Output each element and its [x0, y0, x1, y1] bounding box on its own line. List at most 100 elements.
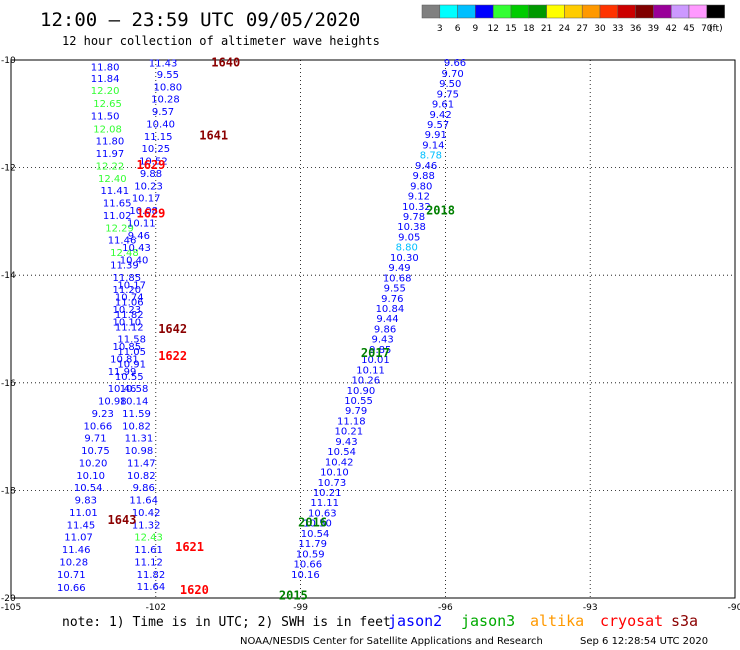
- colorbar-label: 21: [541, 24, 552, 34]
- wave-height-point: 11.97: [96, 149, 125, 160]
- wave-height-point: 9.86: [133, 483, 155, 494]
- wave-height-point: 9.50: [439, 79, 461, 90]
- wave-height-point: 10.71: [57, 570, 86, 581]
- wave-height-point: 11.64: [129, 496, 158, 507]
- wave-height-point: 10.58: [120, 384, 149, 395]
- colorbar-label: 33: [612, 24, 623, 34]
- wave-height-point: 10.54: [74, 483, 103, 494]
- wave-height-point: 10.10: [113, 317, 142, 328]
- wave-height-point: 11.79: [298, 539, 327, 550]
- wave-height-point: 9.46: [128, 231, 150, 242]
- wave-height-point: 10.25: [141, 144, 170, 155]
- wave-height-point: 10.98: [98, 397, 127, 408]
- footer-credit: NOAA/NESDIS Center for Satellite Applica…: [240, 636, 543, 647]
- colorbar-label: 6: [455, 24, 461, 34]
- wave-height-point: 10.17: [117, 280, 146, 291]
- pass-number-label: 1642: [158, 322, 187, 336]
- colorbar-swatch: [688, 4, 708, 19]
- wave-height-point: 11.50: [91, 111, 120, 122]
- colorbar-swatch: [475, 4, 494, 19]
- wave-height-point: 10.73: [318, 478, 347, 489]
- wave-height-point: 10.84: [376, 304, 405, 315]
- wave-height-point: 11.06: [115, 298, 144, 309]
- wave-height-point: 10.90: [347, 386, 376, 397]
- pass-number-label: 1643: [108, 513, 137, 527]
- wave-height-point: 9.70: [442, 69, 464, 80]
- wave-height-point: 11.02: [103, 211, 132, 222]
- wave-height-point: 9.71: [84, 434, 106, 445]
- wave-height-point: 9.55: [157, 70, 179, 81]
- wave-height-point: 11.39: [110, 260, 139, 271]
- colorbar-swatch: [670, 4, 690, 19]
- colorbar-swatch: [510, 4, 530, 19]
- wave-height-point: 9.78: [403, 212, 425, 223]
- wave-height-point: 11.18: [337, 416, 366, 427]
- x-tick-label: -102: [146, 603, 166, 613]
- wave-height-point: 10.17: [132, 194, 161, 205]
- wave-height-point: 10.30: [390, 253, 419, 264]
- colorbar-label: 24: [559, 24, 571, 34]
- wave-height-point: 9.44: [376, 314, 398, 325]
- wave-height-point: 11.85: [113, 273, 142, 284]
- wave-height-point: 12.48: [110, 248, 139, 259]
- pass-number-label: 1622: [158, 349, 187, 363]
- colorbar-swatch: [653, 4, 672, 19]
- wave-height-point: 10.42: [132, 508, 161, 519]
- wave-height-point: 10.52: [139, 157, 168, 168]
- wave-height-point: 10.74: [115, 293, 144, 304]
- colorbar-swatch: [528, 4, 547, 19]
- wave-height-point: 10.26: [351, 376, 380, 387]
- wave-height-point: 10.82: [122, 421, 151, 432]
- data-points: 11.8011.8412.2012.6511.5012.0811.8011.97…: [57, 58, 466, 594]
- footer-note: note: 1) Time is in UTC; 2) SWH is in fe…: [62, 615, 391, 630]
- wave-height-point: 10.63: [308, 508, 337, 519]
- wave-height-point: 9.79: [345, 406, 367, 417]
- wave-height-point: 9.57: [152, 107, 174, 118]
- wave-height-point: 10.42: [325, 457, 354, 468]
- y-tick-label: -18: [1, 486, 16, 496]
- wave-height-point: 9.49: [388, 263, 410, 274]
- wave-height-point: 10.43: [122, 243, 151, 254]
- satellite-legend: jason2 jason3 altika cryosat s3a: [388, 612, 698, 630]
- wave-height-point: 10.75: [81, 446, 110, 457]
- pass-number-label: 1641: [199, 128, 228, 142]
- satellite-legend-jason3: jason3: [461, 612, 515, 630]
- wave-height-point: 11.45: [67, 520, 96, 531]
- wave-height-point: 12.40: [98, 174, 127, 185]
- pass-number-label: 1620: [180, 583, 209, 597]
- y-tick-label: -10: [1, 56, 16, 66]
- wave-height-point: 9.88: [140, 169, 162, 180]
- colorbar-swatch: [581, 4, 601, 19]
- wave-height-point: 9.14: [422, 140, 444, 151]
- colorbar-swatch: [457, 4, 476, 19]
- wave-height-point: 11.31: [125, 434, 154, 445]
- wave-height-point: 10.66: [84, 421, 113, 432]
- satellite-legend-s3a: s3a: [671, 612, 698, 630]
- wave-height-point: 11.07: [64, 533, 93, 544]
- colorbar-label: 18: [523, 24, 535, 34]
- wave-height-point: 11.58: [117, 335, 146, 346]
- wave-height-point: 10.66: [57, 583, 86, 594]
- colorbar-label: 27: [576, 24, 587, 34]
- plot-frame: [10, 59, 736, 599]
- wave-height-point: 9.80: [410, 181, 432, 192]
- pass-number-label: 1629: [136, 158, 165, 172]
- wave-height-point: 11.01: [69, 508, 98, 519]
- wave-height-point: 12.22: [96, 161, 125, 172]
- colorbar-label: 36: [630, 24, 642, 34]
- colorbar-swatch: [564, 4, 583, 19]
- wave-height-point: 9.88: [413, 171, 435, 182]
- wave-height-point: 11.20: [113, 285, 142, 296]
- wave-height-point: 9.61: [432, 100, 454, 111]
- wave-height-point: 11.99: [108, 367, 137, 378]
- wave-height-point: 10.28: [59, 557, 88, 568]
- x-tick-label: -90: [728, 603, 740, 613]
- x-tick-label: -99: [293, 603, 308, 613]
- wave-height-point: 11.80: [91, 62, 120, 73]
- pass-number-label: 2018: [426, 204, 455, 218]
- wave-height-point: 10.91: [117, 359, 146, 370]
- colorbar-swatch: [635, 4, 654, 19]
- y-tick-label: -14: [1, 271, 16, 281]
- wave-height-point: 9.05: [398, 232, 420, 243]
